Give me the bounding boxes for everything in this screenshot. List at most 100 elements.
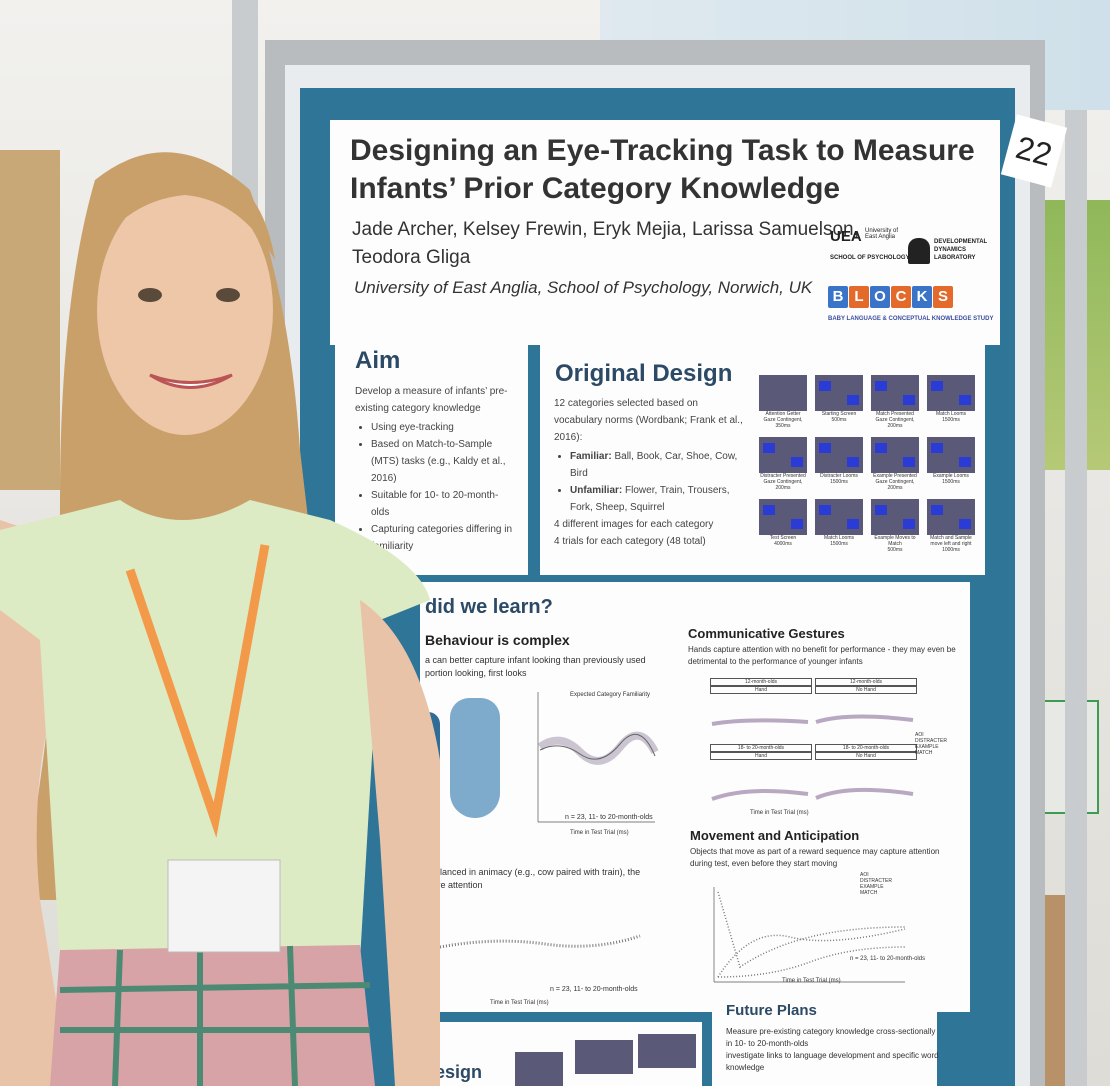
object (875, 505, 887, 515)
screen (927, 375, 975, 411)
lab-icon (908, 238, 930, 264)
screen-label: Example Moves to Match (874, 535, 916, 547)
block: B (828, 286, 848, 308)
screen (759, 375, 807, 411)
object (875, 443, 887, 453)
object (847, 395, 859, 405)
aoi-title: AOI (860, 872, 869, 878)
learn-panel: did we learn? Behaviour is complex a can… (420, 582, 970, 1012)
design-panel: Original Design 12 categories selected b… (540, 345, 985, 575)
poster-chart (713, 887, 906, 983)
screen-label: Distracter Presented (760, 473, 806, 479)
unfamiliar-label: Unfamiliar: (570, 485, 623, 496)
object (959, 457, 971, 467)
gestures-heading: Communicative Gestures (688, 626, 845, 641)
uea-logo: UEA (830, 228, 862, 245)
screen-cell: Distracter Looms 1500ms (812, 437, 866, 485)
object (931, 443, 943, 453)
screen (638, 1034, 696, 1068)
facet-label: No Hand (815, 752, 917, 760)
screen (871, 437, 919, 473)
screen-label: Match Looms (935, 411, 966, 417)
text-line: Objects that move as part of a reward se… (690, 847, 940, 856)
text-line: detrimental to the performance of younge… (688, 657, 863, 666)
object (763, 443, 775, 453)
n-label: n = 23, 11- to 20-month-olds (565, 814, 653, 821)
facet-label: 12-month-olds (710, 678, 812, 686)
facet-label: 12-month-olds (815, 678, 917, 686)
x-label: Time in Test Trial (ms) (750, 810, 809, 816)
learn-heading: did we learn? (425, 596, 553, 618)
screen-duration: 1000ms (942, 547, 960, 553)
object (847, 457, 859, 467)
poster-chart (439, 934, 641, 949)
aim-bullet: familiarity (371, 541, 414, 552)
familiar-list: Ball, Book, Car, Shoe, Cow, Bird (570, 451, 738, 479)
block: S (933, 286, 953, 308)
screen-cell: Attention Getter Gaze Contingent, 350ms (756, 375, 810, 429)
unfamiliar: Unfamiliar: Flower, Train, Trousers, For… (570, 482, 744, 516)
behaviour-heading: Behaviour is complex (425, 632, 570, 648)
screen-duration: Gaze Contingent, 350ms (763, 417, 803, 429)
familiar: Familiar: Ball, Book, Car, Shoe, Cow, Bi… (570, 448, 744, 482)
aim-bullet: Using eye-tracking (371, 419, 515, 436)
screen-duration: Gaze Contingent, 200ms (875, 417, 915, 429)
aim-bullet: Based on Match-to-Sample (MTS) tasks (e.… (371, 436, 515, 487)
object (903, 395, 915, 405)
behaviour-text: a can better capture infant looking than… (425, 654, 646, 680)
future-text: Measure pre-existing category knowledge … (726, 1026, 941, 1074)
violin (450, 698, 500, 818)
text-line: during test, even before they start movi… (690, 859, 838, 868)
screen-label: Example Looms (933, 473, 969, 479)
screen-duration: 1500ms (942, 479, 960, 485)
unfamiliar-list: Flower, Train, Trousers, Fork, Sheep, Sq… (570, 485, 730, 513)
future-heading: Future Plans (726, 1002, 817, 1019)
author-line: Jade Archer, Kelsey Frewin, Eryk Mejia, … (352, 219, 859, 240)
block: L (849, 286, 869, 308)
text-line: a can better capture infant looking than… (425, 655, 646, 665)
screen-label: Distracter Looms (820, 473, 858, 479)
screen-duration: Gaze Contingent, 200ms (763, 479, 803, 491)
design-images: 4 different images for each category (554, 519, 714, 530)
screen-cell: Example Moves to Match 500ms (868, 499, 922, 553)
text-line: Hands capture attention with no benefit … (688, 645, 956, 654)
author-line: Teodora Gliga (352, 247, 471, 268)
object (791, 519, 803, 529)
affiliation: University of East Anglia, School of Psy… (354, 278, 813, 297)
object (959, 395, 971, 405)
screen-cell: Match Looms 1500ms (924, 375, 978, 423)
facet-label: 18- to 20-month-olds (815, 744, 917, 752)
screen-duration: 1500ms (942, 417, 960, 423)
uea-name: University of East Anglia (865, 228, 899, 240)
design-trials: 4 trials for each category (48 total) (554, 536, 706, 547)
object (959, 519, 971, 529)
aim-bullet: Capturing categories differing in (371, 521, 515, 538)
animacy-text: nbalanced in animacy (e.g., cow paired w… (425, 866, 640, 892)
gestures-text: Hands capture attention with no benefit … (688, 644, 956, 668)
text-line: in 10- to 20-month-olds (726, 1039, 809, 1048)
title-line: Designing an Eye-Tracking Task to Measur… (350, 134, 975, 167)
aim-panel: Aim Develop a measure of infants’ pre-ex… (335, 335, 528, 575)
block: O (870, 286, 890, 308)
screen-label: Match and Sample move left and right (930, 535, 972, 547)
screen-cell: Test Screen 4000ms (756, 499, 810, 547)
object (903, 519, 915, 529)
screen-cell: Match Presented Gaze Contingent, 200ms (868, 375, 922, 429)
object (875, 381, 887, 391)
x-label: Time in Test Trial (ms) (782, 978, 841, 984)
facet-label: Hand (710, 686, 812, 694)
legend-title: Expected Category Familiarity (570, 692, 651, 698)
object (763, 505, 775, 515)
object (819, 505, 831, 515)
person (0, 152, 440, 1086)
text-line: knowledge (726, 1063, 765, 1072)
text-line: pture attention (425, 880, 483, 890)
title-panel: Designing an Eye-Tracking Task to Measur… (330, 120, 1000, 345)
text-line: nbalanced in animacy (e.g., cow paired w… (425, 867, 641, 877)
facet-label: No Hand (815, 686, 917, 694)
title-line: Infants’ Prior Category Knowledge (350, 172, 841, 205)
aim-heading: Aim (355, 347, 401, 374)
aoi-item: MATCH (860, 890, 878, 896)
screen (871, 375, 919, 411)
